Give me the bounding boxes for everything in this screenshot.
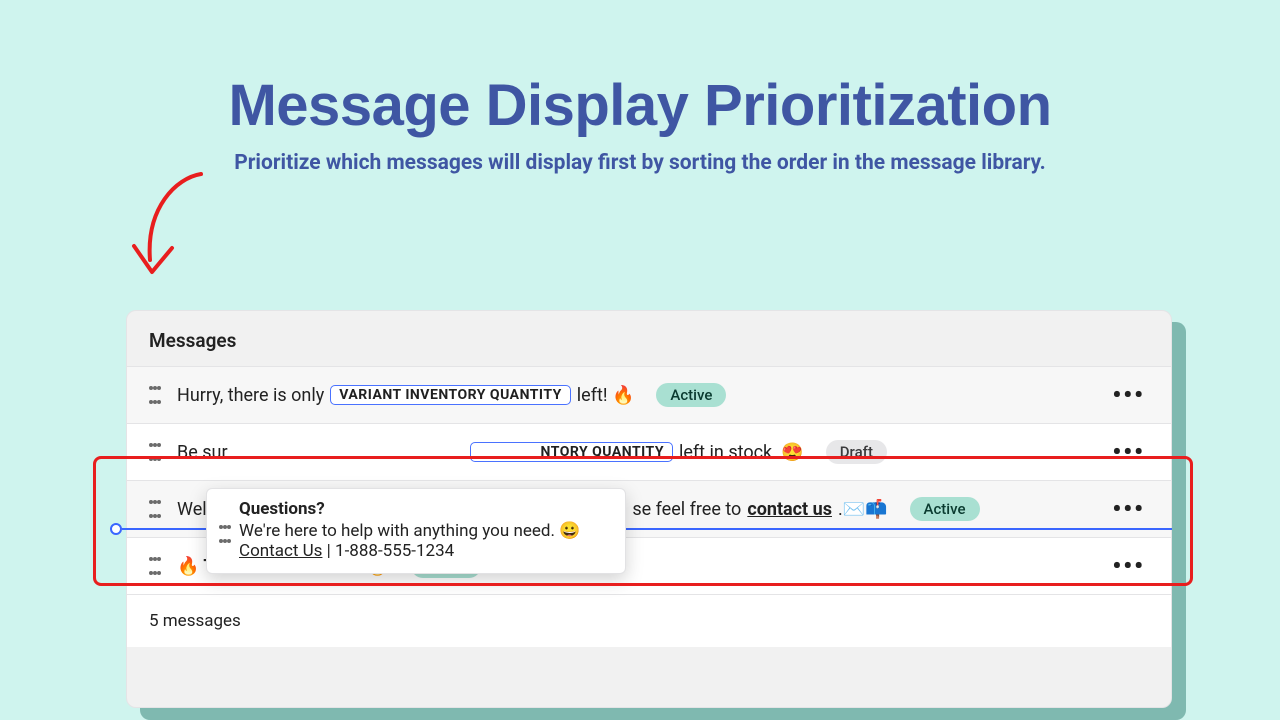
more-actions-button[interactable]: ••• bbox=[1108, 441, 1149, 463]
variable-chip: NTORY QUANTITY bbox=[470, 442, 673, 462]
more-actions-button[interactable]: ••• bbox=[1108, 384, 1149, 406]
message-row[interactable]: Hurry, there is only VARIANT INVENTORY Q… bbox=[127, 367, 1171, 424]
drag-handle-icon[interactable] bbox=[149, 500, 161, 518]
message-row[interactable]: Be sur NTORY QUANTITY left in stock. 😍 D… bbox=[127, 424, 1171, 481]
panel-footer: 5 messages bbox=[127, 595, 1171, 647]
more-actions-button[interactable]: ••• bbox=[1108, 555, 1149, 577]
dragging-message-card[interactable]: Questions? We're here to help with anyth… bbox=[206, 488, 626, 574]
message-text: Be sur NTORY QUANTITY left in stock. 😍 bbox=[177, 442, 804, 463]
drag-handle-icon[interactable] bbox=[149, 386, 161, 404]
infographic-canvas: Message Display Prioritization Prioritiz… bbox=[0, 0, 1280, 720]
drag-card-line: We're here to help with anything you nee… bbox=[239, 521, 611, 541]
message-text: Hurry, there is only VARIANT INVENTORY Q… bbox=[177, 385, 634, 406]
drop-indicator-handle-icon bbox=[110, 523, 122, 535]
drag-card-title: Questions? bbox=[239, 499, 611, 519]
contact-us-link[interactable]: contact us bbox=[747, 499, 832, 520]
drag-handle-icon[interactable] bbox=[219, 525, 231, 543]
status-badge: Active bbox=[910, 497, 980, 521]
hero-title: Message Display Prioritization bbox=[0, 0, 1280, 139]
panel-header: Messages bbox=[127, 311, 1171, 367]
contact-us-link[interactable]: Contact Us bbox=[239, 541, 322, 561]
status-badge: Active bbox=[656, 383, 726, 407]
hero-subtitle: Prioritize which messages will display f… bbox=[0, 151, 1280, 175]
drag-handle-icon[interactable] bbox=[149, 557, 161, 575]
more-actions-button[interactable]: ••• bbox=[1108, 498, 1149, 520]
status-badge: Draft bbox=[826, 440, 887, 464]
variable-chip: VARIANT INVENTORY QUANTITY bbox=[330, 385, 571, 405]
arrow-icon bbox=[126, 168, 216, 288]
drag-card-contact: Contact Us | 1-888-555-1234 bbox=[239, 541, 611, 561]
drag-handle-icon[interactable] bbox=[149, 443, 161, 461]
